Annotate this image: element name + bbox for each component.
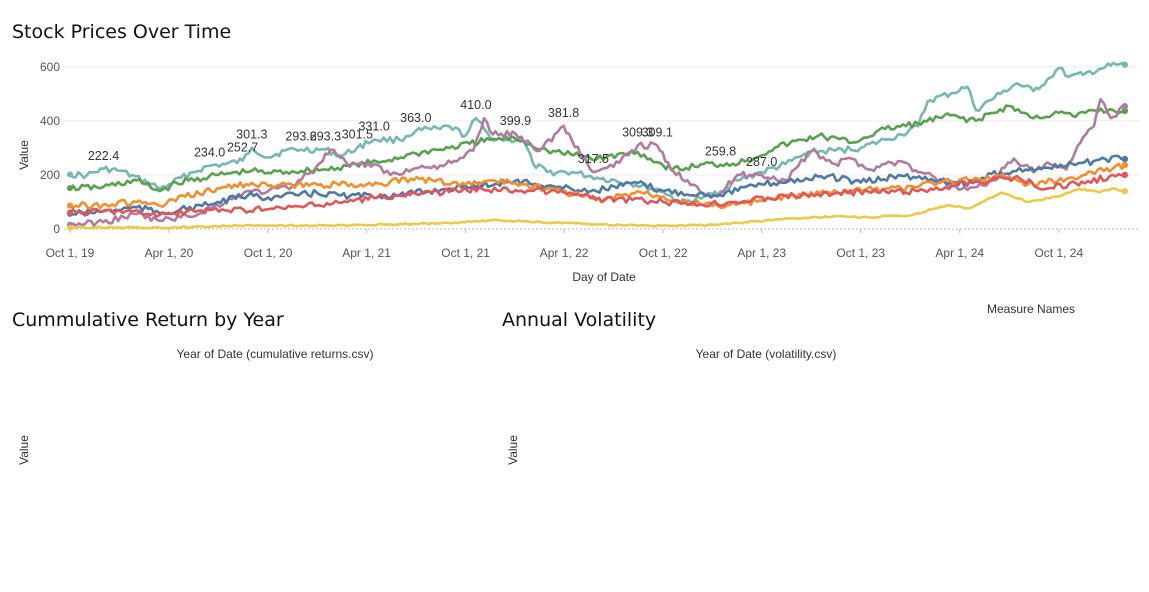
line-chart-y-ticks: 0 200 400 600: [40, 60, 60, 236]
point-label: 293.6: [285, 130, 316, 144]
line-chart-x-ticks: Oct 1, 19 Apr 1, 20 Oct 1, 20 Apr 1, 21 Oct …: [46, 229, 1083, 260]
point-label: 309.3: [622, 125, 653, 139]
cumulative-chart-title: Cummulative Return by Year: [12, 309, 284, 331]
series-end-marker-amzn[interactable]: [1121, 161, 1129, 169]
point-label: 287.0: [746, 155, 777, 169]
point-label: 252.7: [227, 141, 258, 155]
line-y-tick-label: 600: [40, 60, 60, 74]
series-start-marker-msft[interactable]: [66, 185, 73, 192]
point-label: 381.8: [548, 106, 579, 120]
line-chart-y-axis-label: Value: [17, 140, 31, 170]
series-start-marker-meta[interactable]: [66, 171, 73, 178]
series-line-nvda[interactable]: [69, 187, 1126, 230]
cumulative-chart-header: Year of Date (cumulative returns.csv): [177, 347, 374, 361]
legend-title: Measure Names: [987, 302, 1075, 316]
point-label: 317.5: [578, 152, 609, 166]
series-end-marker-aapl[interactable]: [1121, 155, 1129, 163]
point-label: 259.8: [705, 145, 736, 159]
line-chart-series: [66, 61, 1129, 231]
point-label: 363.0: [400, 111, 431, 125]
volatility-chart-header: Year of Date (volatility.csv): [696, 347, 837, 361]
volatility-bar-chart: Annual Volatility Year of Date (volatili…: [502, 309, 836, 465]
series-end-marker-googl[interactable]: [1121, 171, 1129, 179]
point-label: 234.0: [194, 146, 225, 160]
line-x-tick-label: Oct 1, 24: [1034, 246, 1083, 260]
line-x-tick-label: Apr 1, 22: [540, 246, 589, 260]
line-x-tick-label: Apr 1, 21: [342, 246, 391, 260]
point-label: 293.3: [310, 130, 341, 144]
volatility-chart-y-axis-label: Value: [506, 435, 520, 465]
point-label: 222.4: [88, 149, 119, 163]
point-label: 410.0: [460, 98, 491, 112]
series-line-meta[interactable]: [69, 61, 1126, 205]
line-x-tick-label: Apr 1, 23: [737, 246, 786, 260]
line-chart-x-axis-label: Day of Date: [572, 270, 636, 284]
line-x-tick-label: Apr 1, 20: [145, 246, 194, 260]
point-label: 309.1: [642, 125, 673, 139]
series-line-amzn[interactable]: [69, 162, 1126, 210]
series-start-marker-amzn[interactable]: [66, 202, 73, 209]
series-line-msft[interactable]: [69, 104, 1126, 193]
measure-names-legend[interactable]: Measure Names: [987, 302, 1075, 316]
line-x-tick-label: Oct 1, 19: [46, 246, 95, 260]
line-y-tick-label: 400: [40, 114, 60, 128]
point-label: 301.3: [236, 128, 267, 142]
line-chart-title: Stock Prices Over Time: [12, 21, 231, 43]
volatility-chart-title: Annual Volatility: [502, 309, 656, 331]
line-x-tick-label: Oct 1, 21: [441, 246, 490, 260]
line-x-tick-label: Apr 1, 24: [935, 246, 984, 260]
line-x-tick-label: Oct 1, 22: [639, 246, 688, 260]
series-start-marker-nvda[interactable]: [66, 224, 73, 231]
line-x-tick-label: Oct 1, 23: [836, 246, 885, 260]
series-start-marker-googl[interactable]: [66, 209, 73, 216]
line-y-tick-label: 0: [53, 222, 60, 236]
stock-prices-line-chart: Stock Prices Over Time Value Day of Date…: [12, 21, 1140, 284]
series-line-googl[interactable]: [69, 172, 1126, 218]
series-end-marker-nvda[interactable]: [1121, 187, 1129, 195]
line-x-tick-label: Oct 1, 20: [244, 246, 293, 260]
cumulative-return-bar-chart: Cummulative Return by Year Year of Date …: [12, 309, 373, 465]
point-label: 399.9: [500, 114, 531, 128]
series-end-marker-meta[interactable]: [1121, 61, 1129, 68]
line-y-tick-label: 200: [40, 168, 60, 182]
series-end-marker-tsla[interactable]: [1121, 103, 1129, 110]
series-end-marker-msft[interactable]: [1121, 107, 1129, 115]
line-chart-grid: [64, 66, 1140, 230]
series-line-aapl[interactable]: [69, 154, 1125, 217]
cumulative-chart-y-axis-label: Value: [17, 435, 31, 465]
point-label: 331.0: [358, 120, 389, 134]
point-label: 301.5: [342, 128, 373, 142]
